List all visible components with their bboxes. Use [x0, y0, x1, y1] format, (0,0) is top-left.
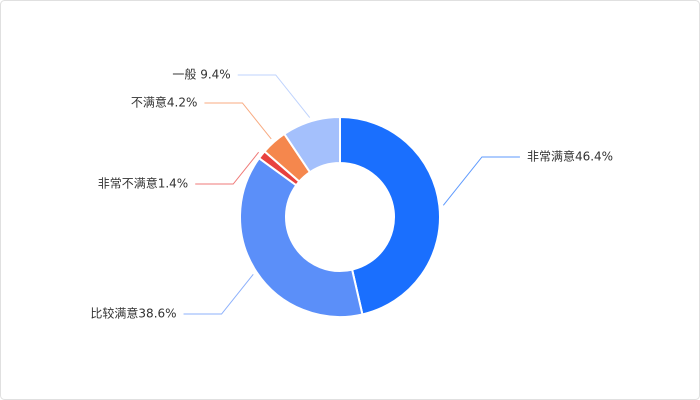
data-label: 一般 9.4% [172, 67, 230, 82]
data-label: 非常不满意1.4% [98, 176, 189, 191]
leader-line [183, 274, 254, 315]
leader-line [442, 156, 520, 206]
donut-slice [282, 115, 341, 174]
leader-line [204, 102, 272, 140]
leader-line [195, 151, 260, 185]
donut-slice [239, 156, 364, 318]
data-label: 比较满意38.6% [90, 306, 176, 321]
data-label: 不满意4.2% [131, 95, 198, 110]
donut-slice [339, 115, 441, 316]
leader-line [237, 74, 311, 118]
data-label: 非常满意46.4% [527, 149, 613, 164]
